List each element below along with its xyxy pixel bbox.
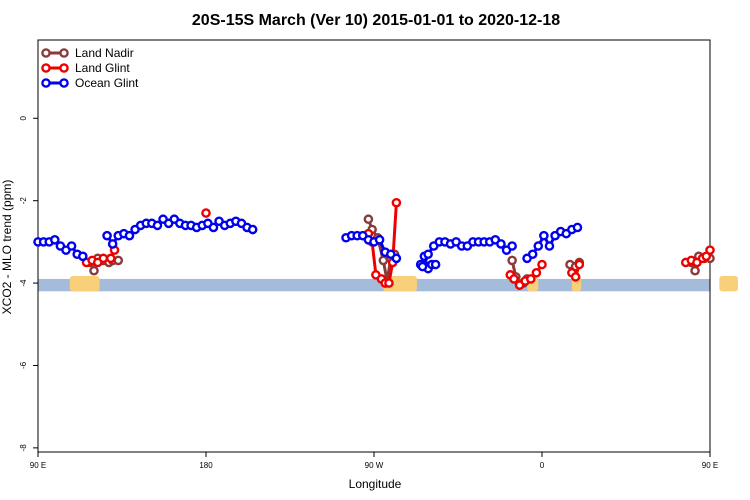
chart-title: 20S-15S March (Ver 10) 2015-01-01 to 202… bbox=[192, 12, 560, 29]
x-tick-label: 90 E bbox=[30, 461, 46, 470]
data-point bbox=[107, 239, 118, 249]
data-point bbox=[106, 253, 116, 264]
data-point bbox=[496, 239, 506, 249]
data-point bbox=[507, 241, 517, 251]
data-point bbox=[201, 208, 211, 218]
data-point bbox=[50, 235, 60, 245]
data-point bbox=[507, 255, 517, 266]
x-tick-label: 90 E bbox=[702, 461, 718, 470]
data-point bbox=[391, 197, 402, 208]
legend-marker bbox=[59, 63, 69, 73]
data-point bbox=[66, 241, 77, 251]
data-point bbox=[89, 265, 99, 276]
data-point bbox=[78, 251, 88, 262]
series-land-glint bbox=[81, 197, 715, 290]
data-point bbox=[384, 278, 394, 288]
series-ocean-glint bbox=[33, 214, 583, 274]
data-point bbox=[208, 222, 219, 233]
data-point bbox=[247, 224, 258, 235]
y-axis-title: XCO2 - MLO trend (ppm) bbox=[0, 180, 14, 315]
data-point bbox=[574, 259, 585, 270]
x-tick-label: 0 bbox=[540, 461, 545, 470]
legend-label: Land Nadir bbox=[75, 46, 134, 60]
data-point bbox=[430, 259, 441, 270]
y-tick-label: 0 bbox=[19, 116, 28, 121]
data-point bbox=[391, 253, 402, 264]
data-point bbox=[533, 241, 544, 251]
y-tick-label: -6 bbox=[19, 361, 28, 369]
data-point bbox=[572, 222, 583, 233]
land-band bbox=[719, 275, 738, 292]
y-tick-label: -8 bbox=[19, 444, 28, 452]
data-point bbox=[570, 272, 581, 282]
legend-marker bbox=[59, 48, 69, 58]
x-axis-title: Longitude bbox=[349, 477, 402, 491]
data-point bbox=[509, 274, 519, 284]
x-tick-label: 90 W bbox=[365, 461, 384, 470]
data-point bbox=[423, 249, 433, 260]
data-point bbox=[113, 255, 124, 266]
data-point bbox=[531, 267, 542, 278]
ocean-band bbox=[38, 278, 710, 292]
data-point bbox=[526, 274, 536, 284]
y-tick-label: -4 bbox=[19, 279, 28, 287]
series-layer bbox=[33, 197, 715, 290]
legend-marker bbox=[41, 78, 51, 88]
data-point bbox=[98, 253, 109, 264]
data-point bbox=[417, 261, 428, 272]
x-tick-label: 180 bbox=[199, 461, 213, 470]
land-band bbox=[69, 275, 100, 292]
axes: 90 E 180 90 W 0 90 E 0 -2 -4 -6 -8 bbox=[19, 39, 718, 470]
data-point bbox=[690, 265, 700, 276]
data-point bbox=[539, 230, 549, 241]
data-point bbox=[102, 230, 112, 241]
data-point bbox=[124, 230, 135, 241]
legend-marker bbox=[41, 48, 51, 58]
legend-marker bbox=[59, 78, 69, 88]
data-point bbox=[378, 255, 389, 266]
data-point bbox=[363, 214, 374, 225]
data-point bbox=[537, 259, 547, 270]
data-point bbox=[544, 241, 555, 251]
data-point bbox=[527, 249, 538, 260]
legend-label: Land Glint bbox=[75, 61, 130, 75]
legend-marker bbox=[41, 63, 51, 73]
data-point bbox=[152, 220, 163, 231]
data-point bbox=[705, 245, 715, 255]
legend-label: Ocean Glint bbox=[75, 76, 139, 90]
data-point bbox=[374, 235, 385, 245]
y-tick-label: -2 bbox=[19, 197, 28, 205]
